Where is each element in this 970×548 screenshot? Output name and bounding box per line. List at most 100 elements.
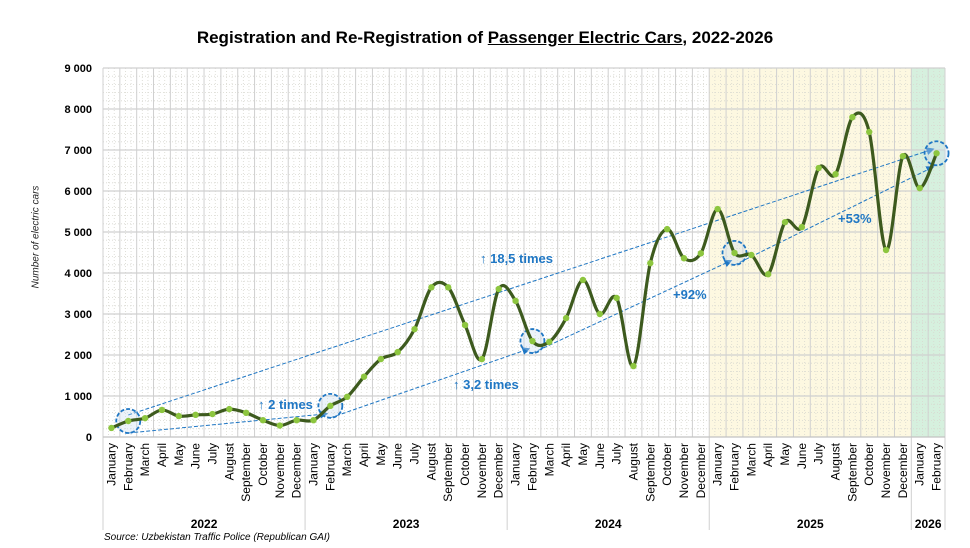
x-tick-label: January (307, 443, 321, 486)
data-point (781, 218, 789, 226)
x-tick-label: September (643, 443, 657, 502)
data-point (478, 355, 486, 363)
data-point (613, 294, 620, 302)
x-tick-label: October (256, 443, 270, 486)
data-point (158, 406, 166, 414)
data-point (310, 416, 317, 424)
x-tick-label: June (795, 443, 809, 469)
chart-title: Registration and Re-Registration of Pass… (0, 28, 970, 48)
data-point (697, 250, 705, 257)
y-tick-label: 5 000 (64, 227, 92, 239)
data-point (849, 114, 856, 121)
x-tick-label: May (778, 443, 792, 466)
x-tick-label: March (138, 443, 152, 476)
year-label: 2022 (191, 517, 218, 531)
x-tick-label: October (458, 443, 472, 486)
x-tick-label: April (357, 443, 371, 467)
annotation-arrow (734, 166, 935, 266)
data-point (714, 205, 721, 213)
x-tick-label: April (155, 443, 169, 467)
x-tick-label: December (290, 443, 304, 498)
x-tick-label: February (728, 443, 742, 491)
annotation-arrow (330, 347, 531, 419)
data-point (242, 409, 250, 417)
y-tick-label: 9 000 (64, 63, 92, 75)
x-tick-label: January (913, 443, 927, 486)
data-point (175, 412, 182, 420)
x-tick-label: July (205, 443, 219, 464)
data-point (916, 184, 923, 192)
data-point (933, 150, 940, 157)
x-tick-label: March (744, 443, 758, 476)
data-point (495, 285, 502, 293)
data-point (428, 284, 435, 291)
x-tick-label: April (559, 443, 573, 467)
x-tick-label: December (492, 443, 506, 498)
y-tick-label: 7 000 (64, 145, 92, 157)
x-tick-label: July (610, 443, 624, 464)
annotation-label: +92% (673, 287, 707, 302)
x-tick-label: December (896, 443, 910, 498)
x-tick-label: September (441, 443, 455, 502)
data-point (461, 321, 469, 329)
x-tick-label: September (239, 443, 253, 502)
data-point (630, 362, 637, 370)
data-point (343, 393, 351, 401)
x-tick-label: January (104, 443, 118, 486)
x-tick-label: May (374, 443, 388, 466)
data-point (360, 373, 368, 380)
data-point (512, 297, 519, 305)
data-point (276, 422, 284, 429)
x-tick-label: February (525, 443, 539, 491)
x-tick-label: October (862, 443, 876, 486)
x-tick-label: March (542, 443, 556, 476)
data-point (647, 259, 654, 267)
data-point (226, 405, 233, 413)
x-tick-label: November (273, 443, 287, 498)
data-point (411, 325, 418, 333)
x-tick-label: March (340, 443, 354, 476)
annotation-label: ↑ 3,2 times (453, 377, 519, 392)
data-point (596, 310, 603, 318)
data-point (562, 314, 570, 322)
x-tick-label: August (222, 442, 236, 480)
data-point (798, 223, 806, 231)
y-tick-label: 6 000 (64, 186, 92, 198)
x-tick-label: December (694, 443, 708, 498)
x-tick-label: May (576, 443, 590, 466)
title-part-1: Registration and Re-Registration of (196, 28, 488, 47)
data-point (748, 251, 755, 259)
x-tick-label: February (121, 443, 135, 491)
title-part-3: , 2022-2026 (682, 28, 774, 47)
x-tick-label: November (677, 443, 691, 498)
x-tick-label: May (172, 443, 186, 466)
data-point (882, 246, 890, 254)
data-point (680, 255, 688, 262)
x-tick-label: April (761, 443, 775, 467)
data-point (445, 284, 452, 291)
data-point (832, 170, 839, 178)
y-tick-label: 4 000 (64, 268, 92, 280)
x-tick-label: September (845, 443, 859, 502)
x-tick-label: January (711, 443, 725, 486)
major-grid (102, 67, 946, 438)
x-tick-label: June (189, 443, 203, 469)
annotation-arrow (128, 410, 329, 434)
data-point (731, 249, 738, 257)
data-point (125, 417, 132, 425)
annotation-arrow (128, 147, 935, 416)
annotation-label: +53% (838, 211, 872, 226)
data-point (259, 416, 267, 424)
data-point (377, 355, 385, 363)
x-tick-label: August (829, 442, 843, 480)
data-point (866, 128, 873, 136)
x-tick-label: January (509, 443, 523, 486)
y-tick-label: 2 000 (64, 350, 92, 362)
data-point (141, 414, 149, 422)
data-point (108, 424, 115, 432)
data-point (546, 338, 553, 346)
y-tick-label: 8 000 (64, 104, 92, 116)
source-note: Source: Uzbekistan Traffic Police (Repub… (104, 532, 331, 543)
x-tick-label: February (323, 443, 337, 491)
